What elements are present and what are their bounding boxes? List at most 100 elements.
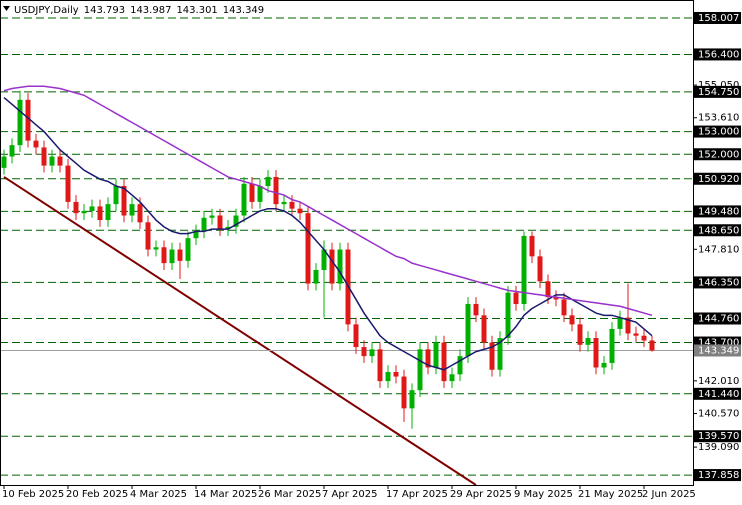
candle-body (97, 206, 103, 221)
level-box (694, 172, 741, 185)
y-tick-label: 155.050 (698, 80, 739, 91)
candle-body (465, 303, 471, 357)
level-label: 153.000 (698, 127, 739, 138)
candle-body (281, 201, 287, 205)
level-box (694, 48, 741, 61)
plot-area (0, 17, 693, 485)
candle-body (337, 249, 343, 284)
x-tick-label: 4 Mar 2025 (130, 489, 187, 500)
candle-body (601, 362, 607, 368)
candle-body (417, 349, 423, 391)
x-tick-label: 20 Feb 2025 (66, 489, 128, 500)
candle-body (425, 349, 431, 368)
candle-body (257, 186, 263, 202)
candle-body (273, 176, 279, 205)
level-box (694, 85, 741, 98)
candle-body (569, 315, 575, 325)
candle-body (473, 303, 479, 316)
x-tick-label: 14 Mar 2025 (194, 489, 257, 500)
candle-body (81, 210, 87, 214)
candle-body (441, 342, 447, 382)
header-close: 143.349 (223, 5, 264, 16)
candle-body (409, 390, 415, 409)
candle-body (497, 338, 503, 370)
x-tick-label: 21 May 2025 (578, 489, 643, 500)
moving-average (3, 96, 653, 371)
candle-body (265, 176, 271, 187)
header: USDJPY,Daily 143.793 143.987 143.301 143.349 (14, 5, 264, 16)
candle-body (1, 156, 7, 168)
candle-body (57, 156, 63, 166)
candle-body (393, 372, 399, 377)
candle-body (633, 333, 639, 336)
candle-body (353, 324, 359, 348)
level-box (694, 430, 741, 443)
candle-body (17, 99, 23, 146)
candle-body (361, 347, 367, 357)
candle-body (209, 215, 215, 218)
level-box (694, 276, 741, 289)
candle-body (121, 186, 127, 216)
x-tick-label: 10 Feb 2025 (2, 489, 64, 500)
candle-body (41, 147, 47, 166)
candle-body (641, 335, 647, 341)
candle-body (489, 342, 495, 370)
y-tick-label: 140.570 (698, 409, 739, 420)
candle-body (145, 222, 151, 250)
candle-body (521, 235, 527, 304)
candle-body (401, 376, 407, 409)
candle-body (89, 206, 95, 211)
candle-body (385, 372, 391, 382)
candle-body (369, 349, 375, 357)
x-tick-label: 26 Mar 2025 (258, 489, 321, 500)
level-box (694, 224, 741, 237)
candle-body (457, 356, 463, 375)
candle-body (161, 247, 167, 264)
candle-body (529, 235, 535, 257)
level-label: 154.750 (698, 87, 739, 98)
candle-body (577, 324, 583, 345)
candle-body (137, 204, 143, 223)
candle-body (177, 249, 183, 261)
level-box (694, 125, 741, 138)
moving-average (3, 85, 653, 317)
candle-body (217, 215, 223, 230)
candle-body (449, 374, 455, 382)
candle-body (313, 269, 319, 284)
level-label: 148.650 (698, 225, 739, 236)
level-box (694, 205, 741, 218)
candle-body (553, 297, 559, 300)
candle-body (433, 342, 439, 368)
level-label: 141.440 (698, 389, 739, 400)
trendline (3, 176, 477, 485)
candle-body (545, 281, 551, 298)
candle-body (505, 292, 511, 339)
level-label: 143.700 (698, 338, 739, 349)
axis-area: 155.050 153.610 147.810 142.010 140.570 139.0… (2, 11, 741, 500)
candle-body (113, 186, 119, 205)
candle-body (225, 226, 231, 230)
candle-body (297, 208, 303, 214)
candle-body (105, 204, 111, 221)
level-box (694, 11, 741, 24)
x-tick-label: 17 Apr 2025 (386, 489, 448, 500)
candle-body (537, 256, 543, 282)
candle-body (585, 338, 591, 345)
candle-body (481, 315, 487, 343)
candle-body (73, 201, 79, 214)
price-box (694, 344, 741, 357)
candle-body (377, 349, 383, 382)
candle-body (609, 328, 615, 363)
header-icon (3, 6, 10, 11)
price-label: 143.349 (698, 346, 739, 357)
x-tick-label: 29 Apr 2025 (450, 489, 512, 500)
level-label: 139.570 (698, 431, 739, 442)
candle-body (249, 183, 255, 202)
header-high: 143.987 (130, 5, 171, 16)
y-tick-label: 139.090 (698, 442, 739, 453)
candle-body (593, 338, 599, 368)
y-tick-label: 142.010 (698, 376, 739, 387)
candle-body (9, 145, 15, 157)
y-tick-label: 153.610 (698, 113, 739, 124)
